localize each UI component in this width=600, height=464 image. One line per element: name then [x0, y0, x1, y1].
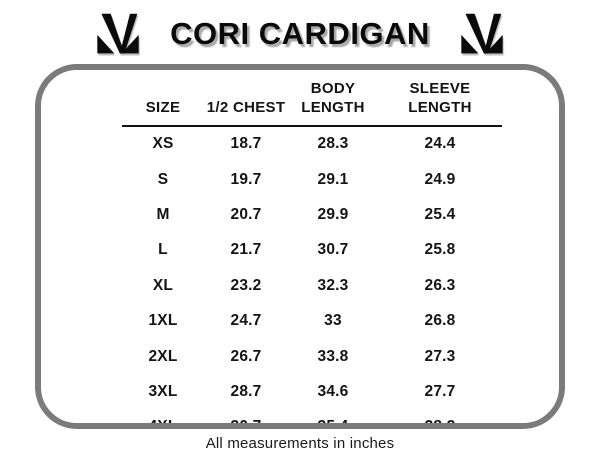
table-row: L 21.7 30.7 25.8: [122, 233, 502, 268]
column-header-sleeve-length: SLEEVE LENGTH: [378, 74, 502, 127]
sleeve-length-value: 27.7: [424, 382, 456, 400]
brand-m-logo-left-icon: [94, 11, 142, 57]
sleeve-length-value: 27.3: [424, 347, 456, 365]
size-chart-frame: SIZE 1/2 CHEST BODY LENGTH SLEEVE LENGTH…: [35, 64, 565, 429]
sleeve-length-value: 25.4: [424, 205, 456, 223]
body-length-value: 35.4: [317, 418, 349, 429]
half-chest-value: 30.7: [230, 418, 262, 429]
body-length-value: 32.3: [317, 276, 349, 294]
sleeve-length-value: 24.9: [424, 170, 456, 188]
sleeve-length-value: 26.8: [424, 312, 456, 330]
body-length-value: 33.8: [317, 347, 349, 365]
column-header-size: SIZE: [122, 74, 204, 127]
size-label: M: [156, 205, 170, 223]
size-label: XL: [152, 276, 174, 294]
body-length-value: 30.7: [317, 241, 349, 259]
table-row: XL 23.2 32.3 26.3: [122, 268, 502, 303]
table-row: M 20.7 29.9 25.4: [122, 197, 502, 232]
half-chest-value: 24.7: [230, 312, 262, 330]
size-chart-header-row: SIZE 1/2 CHEST BODY LENGTH SLEEVE LENGTH: [122, 74, 502, 127]
table-row: S 19.7 29.1 24.9: [122, 162, 502, 197]
half-chest-value: 28.7: [230, 382, 262, 400]
measurements-footnote: All measurements in inches: [205, 435, 395, 452]
table-row: 2XL 26.7 33.8 27.3: [122, 339, 502, 374]
size-label: S: [157, 170, 169, 188]
body-length-value: 29.9: [317, 205, 349, 223]
table-row: 4XL 30.7 35.4 28.2: [122, 410, 502, 429]
sleeve-length-value: 28.2: [424, 418, 456, 429]
header: CORI CARDIGAN: [0, 0, 600, 60]
page-title: CORI CARDIGAN: [170, 16, 430, 51]
sleeve-length-value: 24.4: [424, 135, 456, 153]
body-length-value: 34.6: [317, 382, 349, 400]
size-label: 2XL: [148, 347, 178, 365]
body-length-value: 29.1: [317, 170, 349, 188]
size-label: XS: [152, 135, 174, 153]
column-header-half-chest: 1/2 CHEST: [204, 74, 288, 127]
size-label: 1XL: [148, 312, 178, 330]
body-length-value: 33: [324, 312, 342, 330]
size-label: 4XL: [148, 418, 178, 429]
column-header-body-length: BODY LENGTH: [288, 74, 378, 127]
body-length-value: 28.3: [317, 135, 349, 153]
table-row: XS 18.7 28.3 24.4: [122, 126, 502, 162]
sleeve-length-value: 26.3: [424, 276, 456, 294]
size-chart-table: SIZE 1/2 CHEST BODY LENGTH SLEEVE LENGTH…: [122, 74, 502, 429]
sleeve-length-value: 25.8: [424, 241, 456, 259]
table-row: 3XL 28.7 34.6 27.7: [122, 374, 502, 409]
brand-m-logo-right-icon: [458, 11, 506, 57]
half-chest-value: 26.7: [230, 347, 262, 365]
size-label: 3XL: [148, 382, 178, 400]
half-chest-value: 18.7: [230, 135, 262, 153]
half-chest-value: 20.7: [230, 205, 262, 223]
size-label: L: [158, 241, 168, 259]
half-chest-value: 19.7: [230, 170, 262, 188]
half-chest-value: 21.7: [230, 241, 262, 259]
table-row: 1XL 24.7 33 26.8: [122, 303, 502, 338]
half-chest-value: 23.2: [230, 276, 262, 294]
